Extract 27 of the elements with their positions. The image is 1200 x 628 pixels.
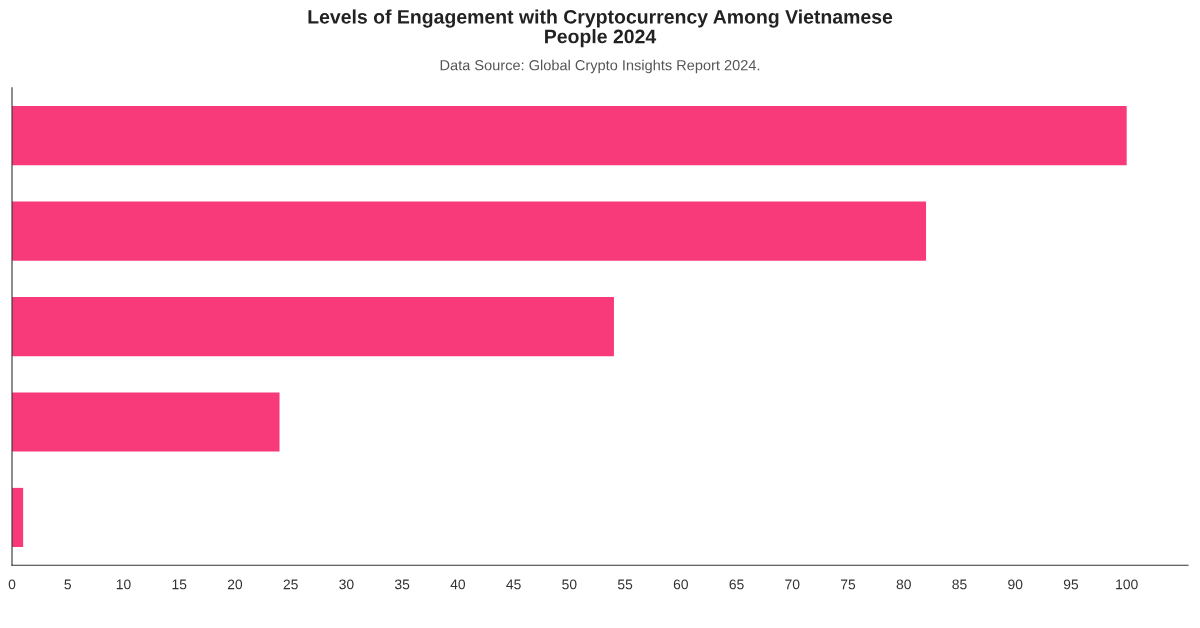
- x-tick-label: 95: [1063, 579, 1079, 590]
- x-tick-label: 45: [506, 579, 521, 590]
- x-tick-label: 10: [116, 579, 131, 590]
- x-tick-label: 30: [339, 579, 354, 590]
- chart-subtitle: Data Source: Global Crypto Insights Report 2024.: [440, 59, 760, 74]
- x-tick-label: 75: [841, 579, 856, 590]
- x-tick-label: 80: [896, 579, 911, 590]
- x-tick-label: 50: [562, 579, 577, 590]
- bar: [12, 392, 280, 452]
- bar: [12, 201, 927, 261]
- x-tick-label: 0: [8, 579, 16, 590]
- x-tick-label: 90: [1008, 579, 1023, 590]
- x-tick-label: 35: [394, 579, 410, 590]
- x-tick-label: 5: [64, 579, 72, 590]
- x-tick-label: 60: [673, 579, 688, 590]
- x-tick-label: 100: [1116, 579, 1138, 590]
- x-tick-label: 55: [617, 579, 633, 590]
- x-tick-label: 65: [729, 579, 744, 590]
- x-tick-label: 85: [952, 579, 967, 590]
- x-tick-label: 70: [785, 579, 800, 590]
- x-tick-label: 25: [283, 579, 298, 590]
- bar: [12, 106, 1127, 166]
- x-tick-label: 40: [450, 579, 466, 590]
- x-tick-label: 20: [227, 579, 243, 590]
- chart-title: Levels of Engagement with Cryptocurrency Among Vietnamese People 2024: [308, 9, 893, 48]
- x-tick-label: 15: [172, 579, 187, 590]
- bar: [12, 296, 614, 357]
